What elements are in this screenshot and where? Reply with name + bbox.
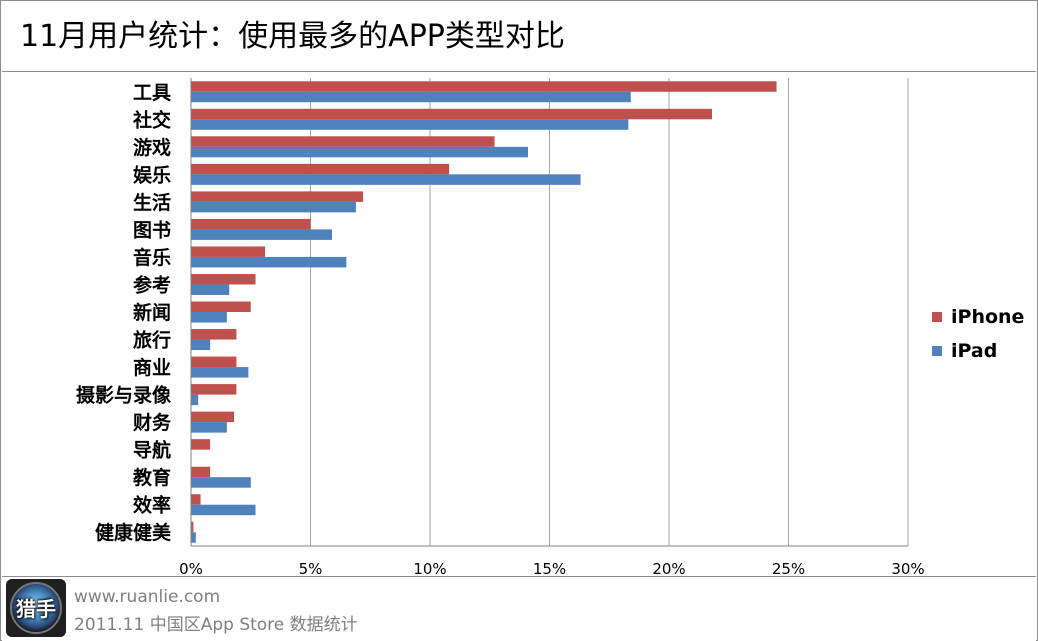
category-label: 财务 [133, 411, 172, 434]
bar-iphone [191, 301, 251, 312]
logo-text: 猎手 [16, 597, 56, 621]
page-title: 11月用户统计：使用最多的APP类型对比 [20, 19, 565, 54]
bar-iphone [191, 273, 256, 285]
footer: 猎手 www.ruanlie.com 2011.11 中国区App Store … [2, 576, 1036, 641]
bar-iphone [191, 494, 201, 505]
category-label: 健康健美 [95, 521, 172, 544]
category-label: 工具 [133, 82, 171, 104]
bar-iphone [191, 191, 364, 202]
x-tick-label: 30% [891, 560, 924, 576]
bar-ipad [191, 394, 199, 406]
x-tick-label: 25% [772, 560, 805, 576]
bar-ipad [191, 174, 581, 185]
bar-iphone [191, 356, 237, 368]
legend-label-iphone: iPhone [951, 306, 1025, 328]
category-label: 教育 [133, 466, 171, 489]
bar-ipad [191, 256, 347, 268]
bar-iphone [191, 411, 235, 423]
bar-iphone [191, 439, 211, 450]
bar-ipad [191, 91, 631, 103]
bar-ipad [191, 284, 230, 295]
bar-ipad [191, 229, 333, 240]
bar-ipad [191, 146, 528, 158]
legend-item-ipad: iPad [928, 334, 1038, 368]
bar-iphone [191, 136, 495, 147]
category-label: 参考 [133, 273, 171, 296]
category-label: 生活 [133, 191, 171, 214]
category-label: 社交 [132, 108, 171, 131]
bar-ipad [191, 201, 356, 213]
legend-label-ipad: iPad [951, 340, 998, 362]
bar-ipad [191, 504, 256, 516]
category-label: 图书 [133, 219, 171, 241]
chart-legend: iPhone iPad [928, 300, 1038, 368]
category-label: 旅行 [133, 329, 171, 352]
logo-ring-icon [10, 582, 62, 634]
site-logo: 猎手 [6, 579, 66, 637]
category-label: 新闻 [133, 301, 171, 324]
bar-ipad [191, 119, 629, 130]
bar-ipad [191, 422, 227, 433]
category-label: 音乐 [133, 246, 171, 269]
bar-ipad [191, 532, 196, 543]
bar-iphone [191, 108, 713, 120]
bar-iphone [191, 384, 237, 395]
category-label: 商业 [133, 356, 171, 379]
bar-ipad [191, 339, 211, 351]
bar-iphone [191, 81, 777, 92]
legend-swatch-iphone [932, 312, 942, 322]
category-label: 导航 [133, 439, 171, 462]
x-tick-label: 10% [413, 560, 446, 576]
bar-iphone [191, 521, 194, 533]
bar-chart: 0% 5% 10% 15% 20% 25% 30% 工具社交游戏娱乐生活图书音乐参考新闻旅行商… [76, 78, 925, 576]
category-label: 摄影与录像 [76, 384, 172, 407]
category-label: 效率 [133, 494, 171, 517]
title-bar: 11月用户统计：使用最多的APP类型对比 [2, 2, 1036, 72]
bar-ipad [191, 367, 249, 378]
footer-url: www.ruanlie.com [74, 587, 221, 607]
x-tick-label: 0% [179, 560, 203, 576]
legend-item-iphone: iPhone [928, 300, 1038, 334]
category-label: 游戏 [133, 136, 171, 159]
category-label: 娱乐 [133, 163, 171, 186]
bar-ipad [191, 477, 251, 488]
footer-description: 2011.11 中国区App Store 数据统计 [74, 615, 358, 635]
bar-iphone [191, 218, 311, 230]
chart-area: 0% 5% 10% 15% 20% 25% 30% 工具社交游戏娱乐生活图书音乐参考新闻旅行商… [2, 72, 1036, 576]
bar-iphone [191, 163, 450, 175]
x-tick-label: 15% [533, 560, 566, 576]
x-tick-label: 5% [299, 560, 323, 576]
bar-ipad [191, 312, 227, 323]
legend-swatch-ipad [932, 346, 942, 356]
x-tick-label: 20% [652, 560, 685, 576]
bar-iphone [191, 246, 266, 257]
bar-iphone [191, 329, 237, 340]
bar-iphone [191, 466, 211, 478]
